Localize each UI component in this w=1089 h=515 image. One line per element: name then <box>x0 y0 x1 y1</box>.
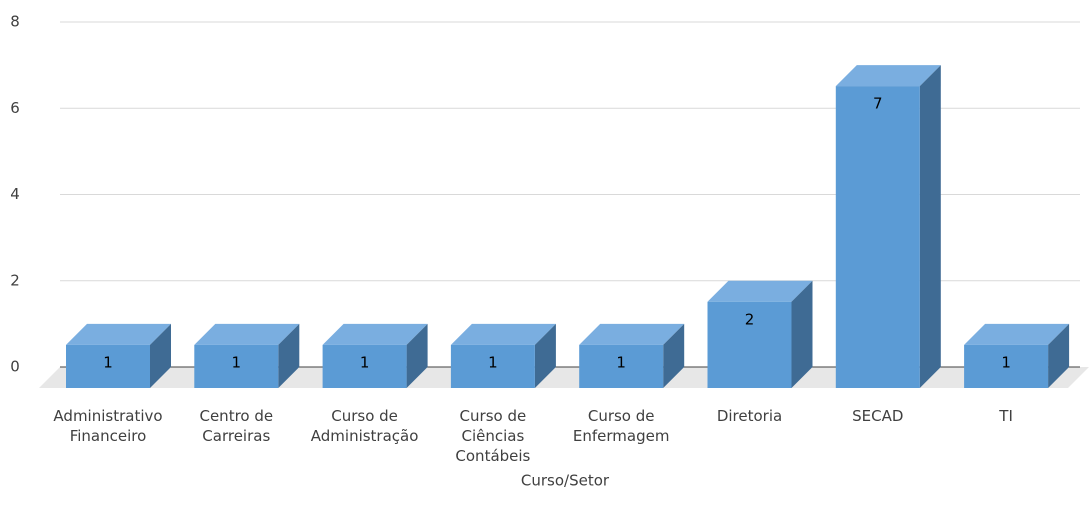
bar-side <box>663 323 685 388</box>
bar-top <box>450 323 556 345</box>
value-label: 1 <box>232 353 242 371</box>
value-label: 1 <box>360 353 370 371</box>
x-tick-label: Curso de Enfermagem <box>572 407 670 445</box>
x-tick-label: SECAD <box>852 407 904 425</box>
bar <box>579 344 664 388</box>
value-label: 1 <box>616 353 626 371</box>
bar-top <box>322 323 428 345</box>
y-tick-label: 2 <box>10 271 20 289</box>
bar <box>707 301 792 388</box>
bar-top <box>964 323 1070 345</box>
x-tick-label: Diretoria <box>716 407 783 425</box>
y-tick-label: 6 <box>10 99 20 117</box>
value-label: 1 <box>488 353 498 371</box>
x-axis-title: Curso/Setor <box>521 472 610 490</box>
bar <box>964 344 1049 388</box>
value-label: 1 <box>103 353 113 371</box>
x-tick-label: TI <box>999 407 1013 425</box>
bar <box>66 344 150 388</box>
value-label: 1 <box>1001 353 1011 371</box>
bar-side <box>150 323 171 388</box>
bar <box>194 344 279 388</box>
floor <box>39 367 1089 388</box>
bar-top <box>194 323 300 345</box>
value-label: 2 <box>745 310 755 328</box>
value-label: 7 <box>873 95 883 113</box>
bar-top <box>579 323 685 345</box>
bar-top <box>707 280 813 302</box>
bar-side <box>406 323 428 388</box>
bar-top <box>66 323 171 345</box>
bar <box>835 86 920 388</box>
bar-top <box>835 65 941 87</box>
x-tick-label: Curso de Administração <box>310 407 419 445</box>
x-tick-label: Centro de Carreiras <box>199 407 274 445</box>
bar <box>450 344 535 388</box>
bar-side <box>791 280 813 388</box>
y-tick-label: 8 <box>10 13 20 31</box>
bar-side <box>919 65 941 388</box>
bar <box>322 344 407 388</box>
bar-side <box>1048 323 1070 388</box>
x-tick-label: Curso de Ciências Contábeis <box>455 407 531 465</box>
bar-side <box>534 323 556 388</box>
bar-side <box>278 323 300 388</box>
y-tick-label: 4 <box>10 185 20 203</box>
y-tick-label: 0 <box>10 358 20 376</box>
x-tick-label: Administrativo Financeiro <box>53 407 163 445</box>
